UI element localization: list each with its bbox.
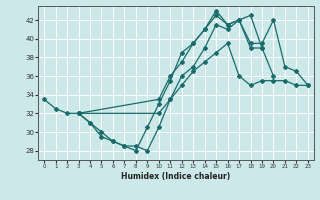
X-axis label: Humidex (Indice chaleur): Humidex (Indice chaleur) (121, 172, 231, 181)
